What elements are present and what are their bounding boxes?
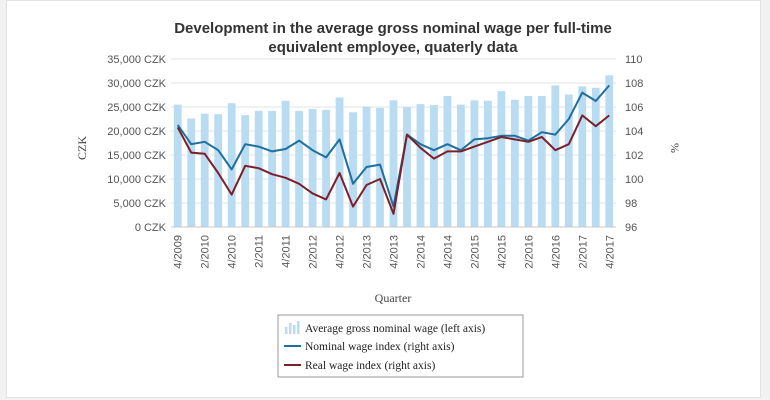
legend-item-nominal: Nominal wage index (right axis) (305, 341, 455, 353)
nominal-wage-index-line (176, 84, 611, 208)
x-tick-label: 2/2012 (308, 235, 320, 269)
y-right-tick-label: 106 (625, 102, 643, 114)
y-axis-left-label: CZK (75, 136, 89, 160)
x-tick-label: 4/2015 (496, 235, 508, 269)
x-tick-label: 2/2014 (416, 235, 428, 269)
bar (322, 109, 330, 227)
bar (389, 100, 398, 227)
bar (430, 105, 438, 227)
bar (457, 104, 465, 227)
y-right-tick-label: 96 (625, 222, 637, 234)
bar (537, 95, 546, 228)
y-right-tick-label: 98 (625, 198, 637, 210)
bar (281, 100, 290, 227)
y-left-tick-label: 35,000 CZK (107, 54, 166, 66)
axes: 0 CZK 96 5,000 CZK 98 10,000 CZK 100 15,000 CZ… (107, 54, 643, 269)
bar (227, 103, 236, 227)
chart-frame: Development in the average gross nominal… (6, 0, 761, 398)
bar (591, 87, 600, 227)
y-right-tick-label: 108 (625, 78, 643, 90)
bar (200, 113, 209, 227)
bar (335, 97, 344, 228)
chart-title-line-2: equivalent employee, quaterly data (268, 39, 518, 56)
y-left-tick-label: 0 CZK (135, 222, 167, 234)
bar (510, 99, 519, 227)
x-tick-label: 4/2012 (335, 235, 347, 269)
y-right-tick-label: 110 (625, 54, 643, 66)
bar (173, 104, 182, 227)
legend-bar-swatch (285, 321, 300, 334)
bar (605, 75, 614, 227)
chart: Development in the average gross nominal… (75, 20, 682, 378)
bar (241, 115, 250, 227)
y-right-tick-label: 102 (625, 150, 643, 162)
chart-title-line-1: Development in the average gross nominal… (174, 20, 612, 37)
y-left-tick-label: 20,000 CZK (107, 126, 166, 138)
bar (295, 110, 304, 227)
x-tick-label: 4/2009 (173, 235, 185, 269)
bar (578, 86, 587, 227)
bar (483, 100, 492, 227)
x-tick-label: 2/2011 (254, 235, 266, 268)
bar (349, 112, 357, 227)
bar (524, 95, 533, 228)
x-tick-label: 4/2016 (550, 235, 562, 269)
y-right-tick-label: 100 (625, 174, 643, 186)
y-left-tick-label: 5,000 CZK (113, 198, 166, 210)
x-tick-label: 2/2010 (200, 235, 212, 269)
y-left-tick-label: 25,000 CZK (107, 102, 166, 114)
bar (403, 107, 411, 227)
legend: Average gross nominal wage (left axis) N… (277, 314, 524, 378)
y-left-tick-label: 30,000 CZK (107, 78, 166, 90)
y-left-tick-label: 15,000 CZK (107, 150, 166, 162)
y-right-tick-label: 104 (625, 126, 643, 138)
x-tick-label: 2/2013 (362, 235, 374, 269)
x-axis-label: Quarter (375, 291, 412, 305)
real-wage-index-line (176, 114, 610, 215)
bar (268, 110, 277, 227)
bar (443, 95, 452, 228)
legend-item-bars: Average gross nominal wage (left axis) (305, 323, 485, 335)
bar (308, 108, 317, 227)
x-tick-label: 2/2015 (469, 235, 481, 269)
line-series (176, 84, 611, 215)
x-tick-label: 4/2017 (604, 235, 616, 269)
x-tick-label: 4/2014 (442, 235, 454, 269)
x-tick-label: 2/2016 (523, 235, 535, 269)
bar (416, 104, 425, 227)
x-tick-label: 4/2011 (281, 235, 293, 268)
x-tick-label: 2/2017 (577, 235, 589, 269)
bar (470, 100, 479, 227)
bar (551, 85, 560, 228)
bar (497, 91, 506, 227)
bar (214, 114, 223, 227)
x-tick-label: 4/2013 (389, 235, 401, 269)
bar (564, 94, 573, 228)
y-left-tick-label: 10,000 CZK (107, 174, 166, 186)
y-axis-right-label: % (668, 143, 682, 153)
legend-item-real: Real wage index (right axis) (305, 360, 435, 372)
bar (187, 118, 196, 227)
x-tick-label: 4/2010 (227, 235, 239, 269)
legend-box (277, 314, 524, 378)
